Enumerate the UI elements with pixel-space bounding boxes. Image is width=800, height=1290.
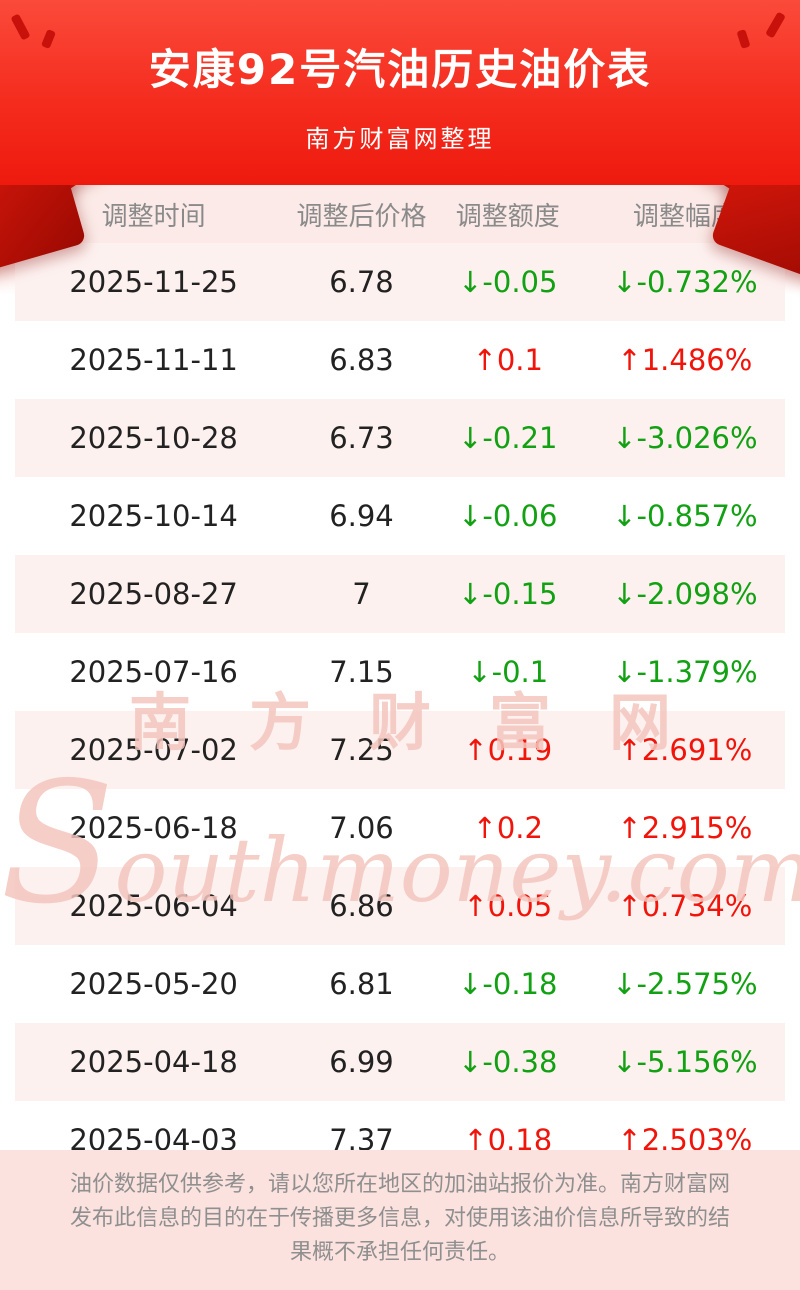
- date-cell: 2025-04-18: [69, 1045, 238, 1079]
- price-cell: 7.06: [329, 811, 394, 845]
- price-cell: 7.25: [329, 733, 394, 767]
- date-cell: 2025-07-16: [69, 655, 238, 689]
- change-cell: ↓-0.15: [458, 577, 558, 611]
- table-row: 2025-10-28 6.73 ↓-0.21 ↓-3.026%: [15, 399, 785, 477]
- table-body: 2025-11-25 6.78 ↓-0.05 ↓-0.732% 2025-11-11 6.…: [15, 243, 785, 1179]
- percent-cell: ↑1.486%: [617, 343, 753, 377]
- table-row: 2025-04-18 6.99 ↓-0.38 ↓-5.156%: [15, 1023, 785, 1101]
- page-title: 安康92号汽油历史油价表: [148, 45, 652, 94]
- price-cell: 6.83: [329, 343, 394, 377]
- date-cell: 2025-05-20: [69, 967, 238, 1001]
- column-header-date: 调整时间: [101, 201, 206, 232]
- change-cell: ↓-0.05: [458, 265, 558, 299]
- price-cell: 6.78: [329, 265, 394, 299]
- date-cell: 2025-11-11: [69, 343, 238, 377]
- date-cell: 2025-10-14: [69, 499, 238, 533]
- date-cell: 2025-11-25: [69, 265, 238, 299]
- table-row: 2025-08-27 7 ↓-0.15 ↓-2.098%: [15, 555, 785, 633]
- change-cell: ↑0.1: [472, 343, 543, 377]
- percent-cell: ↓-0.732%: [612, 265, 758, 299]
- change-cell: ↓-0.21: [458, 421, 558, 455]
- change-cell: ↓-0.18: [458, 967, 558, 1001]
- column-header-price: 调整后价格: [296, 201, 427, 232]
- percent-cell: ↑2.691%: [617, 733, 753, 767]
- price-table: 调整时间 调整后价格 调整额度 调整幅度 2025-11-25 6.78 ↓-0.0…: [15, 185, 785, 1179]
- table-row: 2025-05-20 6.81 ↓-0.18 ↓-2.575%: [15, 945, 785, 1023]
- header-banner: 安康92号汽油历史油价表 南方财富网整理: [0, 0, 800, 185]
- change-cell: ↓-0.1: [467, 655, 549, 689]
- price-cell: 6.99: [329, 1045, 394, 1079]
- price-cell: 6.81: [329, 967, 394, 1001]
- change-cell: ↑0.05: [463, 889, 553, 923]
- table-header-row: 调整时间 调整后价格 调整额度 调整幅度: [15, 185, 785, 243]
- date-cell: 2025-07-02: [69, 733, 238, 767]
- table-row: 2025-11-11 6.83 ↑0.1 ↑1.486%: [15, 321, 785, 399]
- column-header-change: 调整额度: [455, 201, 560, 232]
- change-cell: ↑0.19: [463, 733, 553, 767]
- table-row: 2025-07-16 7.15 ↓-0.1 ↓-1.379%: [15, 633, 785, 711]
- date-cell: 2025-10-28: [69, 421, 238, 455]
- price-cell: 6.94: [329, 499, 394, 533]
- percent-cell: ↓-0.857%: [612, 499, 758, 533]
- date-cell: 2025-08-27: [69, 577, 238, 611]
- date-cell: 2025-06-18: [69, 811, 238, 845]
- percent-cell: ↑0.734%: [617, 889, 753, 923]
- percent-cell: ↓-2.575%: [612, 967, 758, 1001]
- price-cell: 6.86: [329, 889, 394, 923]
- date-cell: 2025-06-04: [69, 889, 238, 923]
- change-cell: ↓-0.06: [458, 499, 558, 533]
- table-row: 2025-06-04 6.86 ↑0.05 ↑0.734%: [15, 867, 785, 945]
- footer-disclaimer: 油价数据仅供参考，请以您所在地区的加油站报价为准。南方财富网发布此信息的目的在于…: [0, 1149, 800, 1290]
- price-cell: 6.73: [329, 421, 394, 455]
- table-row: 2025-10-14 6.94 ↓-0.06 ↓-0.857%: [15, 477, 785, 555]
- percent-cell: ↓-2.098%: [612, 577, 758, 611]
- percent-cell: ↑2.915%: [617, 811, 753, 845]
- percent-cell: ↓-5.156%: [612, 1045, 758, 1079]
- table-row: 2025-06-18 7.06 ↑0.2 ↑2.915%: [15, 789, 785, 867]
- change-cell: ↓-0.38: [458, 1045, 558, 1079]
- price-cell: 7: [352, 577, 371, 611]
- change-cell: ↑0.2: [472, 811, 543, 845]
- percent-cell: ↓-3.026%: [612, 421, 758, 455]
- table-row: 2025-11-25 6.78 ↓-0.05 ↓-0.732%: [15, 243, 785, 321]
- table-row: 2025-07-02 7.25 ↑0.19 ↑2.691%: [15, 711, 785, 789]
- percent-cell: ↓-1.379%: [612, 655, 758, 689]
- price-cell: 7.15: [329, 655, 394, 689]
- page-subtitle: 南方财富网整理: [305, 125, 495, 153]
